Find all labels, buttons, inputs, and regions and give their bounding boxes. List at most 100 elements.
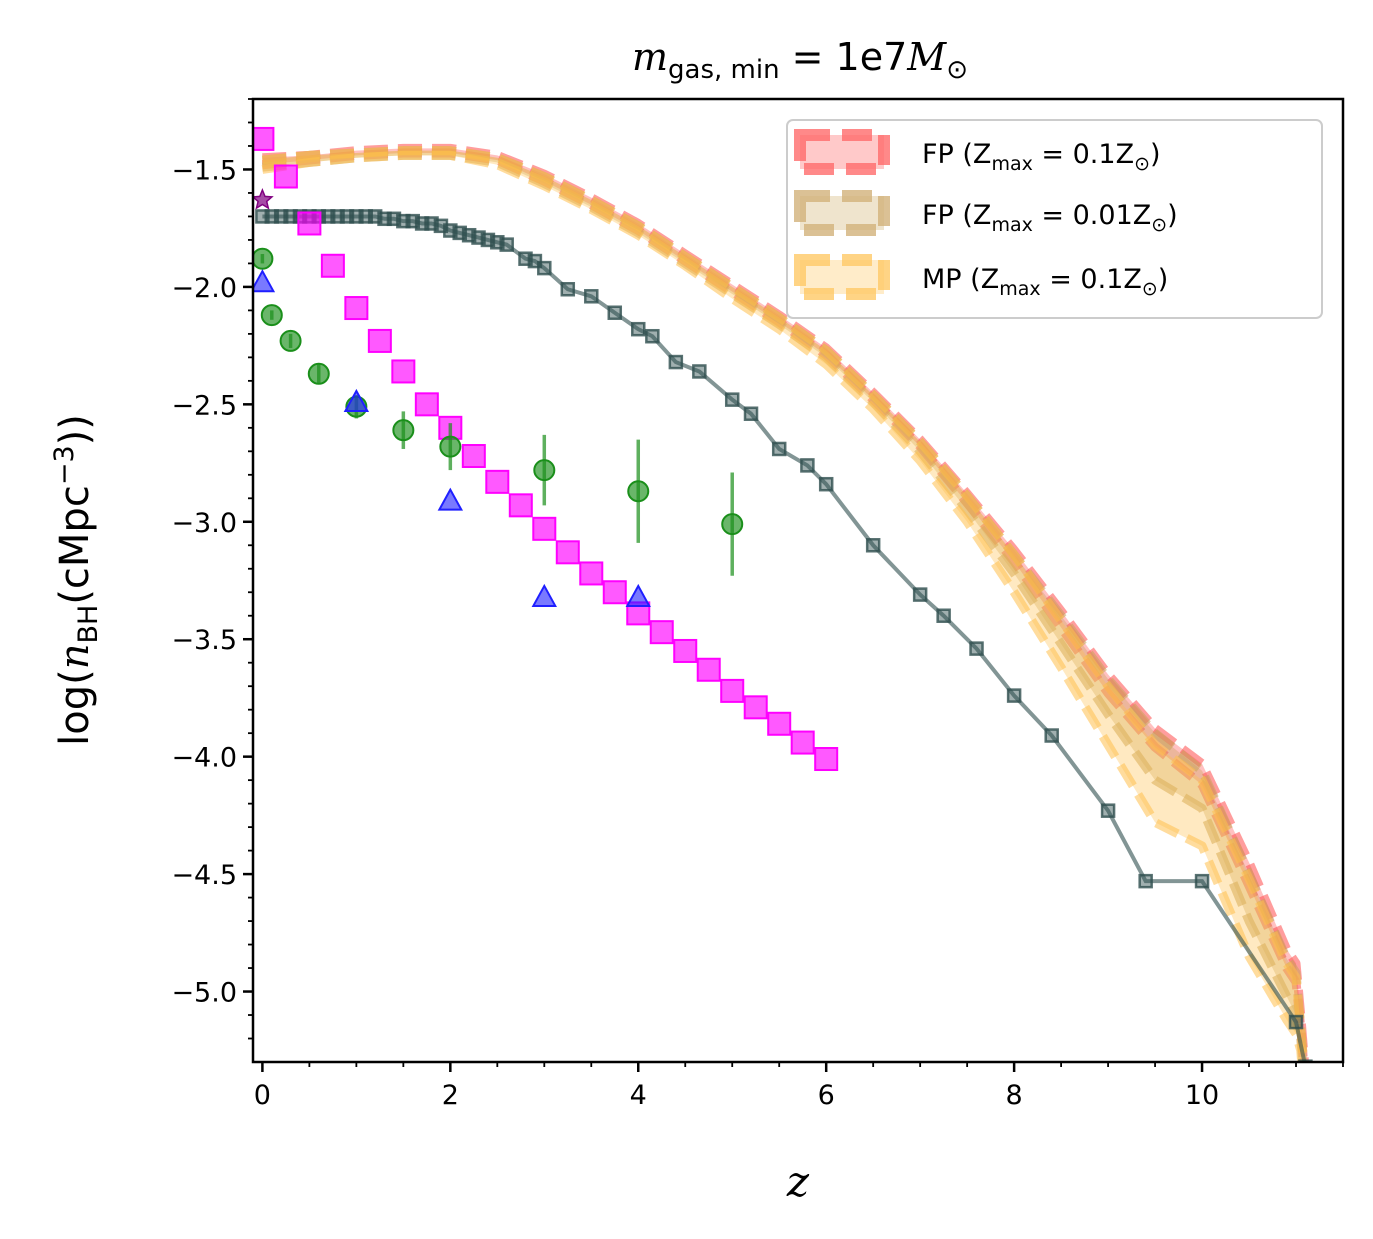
magenta-square-point bbox=[673, 638, 698, 663]
magenta-square-point bbox=[602, 580, 627, 605]
magenta-square-point bbox=[767, 711, 792, 736]
dark-square-point bbox=[560, 282, 576, 297]
dark-square-point bbox=[1100, 803, 1116, 818]
legend-frame bbox=[786, 119, 1323, 319]
magenta-square-point bbox=[579, 561, 604, 586]
x-tick-label: 0 bbox=[254, 1080, 271, 1111]
ylabel-sup: −3 bbox=[49, 445, 80, 485]
green-circle-point bbox=[307, 362, 330, 385]
magenta-square-point bbox=[696, 657, 721, 682]
magenta-square-point bbox=[720, 678, 745, 703]
green-circle-point bbox=[253, 247, 274, 270]
dark-series-line bbox=[262, 214, 1307, 1062]
magenta-square-point bbox=[461, 444, 486, 469]
legend-swatch-fp-01 bbox=[794, 129, 890, 175]
y-tick-label: −4.0 bbox=[171, 743, 237, 774]
y-tick-label: −4.5 bbox=[171, 860, 237, 891]
x-tick-label: 2 bbox=[442, 1080, 459, 1111]
magenta-square-point bbox=[414, 392, 439, 417]
dark-square-point bbox=[537, 260, 552, 276]
green-circle-point bbox=[627, 480, 650, 503]
magenta-square-point bbox=[814, 747, 839, 772]
ylabel-pre: log( bbox=[52, 669, 98, 746]
legend-label-fp-01: FP (Zmax = 0.1Z⊙) bbox=[922, 139, 1161, 175]
title-rest: = 1e7 bbox=[780, 35, 908, 79]
dark-square-point bbox=[912, 587, 928, 602]
ylabel-sub: BH bbox=[73, 605, 104, 644]
legend-label-mp-01: MP (Zmax = 0.1Z⊙) bbox=[922, 264, 1168, 300]
dark-square-point bbox=[969, 641, 984, 656]
x-tick-label: 10 bbox=[1185, 1080, 1219, 1111]
magenta-square-point bbox=[508, 493, 533, 518]
legend-label-fp-001: FP (Zmax = 0.01Z⊙) bbox=[922, 200, 1178, 236]
dark-square-point bbox=[499, 237, 514, 252]
y-tick-label: −2.0 bbox=[171, 273, 237, 304]
y-axis-label: log(nBH(cMpc−3)) bbox=[49, 414, 104, 746]
blue-triangle-point bbox=[437, 487, 464, 511]
dark-square-point bbox=[1194, 873, 1210, 889]
dark-square-point bbox=[1006, 688, 1022, 703]
ylabel-mid: (cMpc bbox=[52, 485, 98, 605]
magenta-square-point bbox=[297, 211, 322, 236]
x-tick-label: 8 bbox=[1006, 1080, 1023, 1111]
axes: 0 2 4 6 8 10 −1.5 −2.0 −2.5 −3.0 −3.5 −4.0 −4.5 −5.0 bbox=[171, 97, 1345, 1111]
band-1-lower-edge bbox=[261, 150, 1308, 1062]
dark-square-point bbox=[865, 538, 881, 553]
title-var: m bbox=[632, 35, 668, 79]
x-tick-label: 4 bbox=[630, 1080, 647, 1111]
blue-triangle-point bbox=[625, 583, 651, 607]
ylabel-post: )) bbox=[52, 414, 98, 445]
magenta-square-point bbox=[273, 164, 298, 189]
blue-triangle-point bbox=[343, 388, 370, 412]
dark-square-point bbox=[936, 608, 951, 623]
magenta-square-point bbox=[649, 620, 674, 645]
legend: FP (Zmax = 0.1Z⊙) FP (Zmax = 0.01Z⊙) MP … bbox=[786, 119, 1323, 319]
dark-square-point bbox=[771, 441, 787, 457]
y-tick-label: −1.5 bbox=[171, 155, 237, 186]
x-tick-label: 6 bbox=[818, 1080, 835, 1111]
dark-square-point bbox=[645, 328, 660, 344]
dark-square-point bbox=[668, 354, 684, 370]
x-axis-label: z bbox=[786, 1157, 810, 1206]
dark-square-point bbox=[1288, 1014, 1304, 1030]
magenta-square-point bbox=[391, 359, 416, 384]
legend-entry-fp-01: FP (Zmax = 0.1Z⊙) bbox=[794, 129, 1161, 175]
title-mvar: M bbox=[906, 35, 947, 79]
dark-square-point bbox=[724, 392, 740, 407]
magenta-square-point bbox=[367, 328, 392, 353]
magenta-square-point bbox=[532, 516, 557, 541]
band-2-upper-edge bbox=[261, 146, 1309, 1062]
chart-title: mgas, min = 1e7M⊙ bbox=[632, 35, 968, 85]
green-circle-point bbox=[279, 329, 302, 352]
axes-frame bbox=[251, 97, 1345, 1064]
title-sub: gas, min bbox=[668, 55, 780, 85]
green-circle-point bbox=[260, 304, 283, 327]
dark-square-point bbox=[1138, 873, 1153, 889]
y-tick-label: −2.5 bbox=[171, 390, 237, 421]
dark-square-point bbox=[800, 458, 815, 473]
dark-square-point bbox=[631, 321, 646, 337]
y-tick-label: −3.5 bbox=[171, 625, 237, 656]
dark-square-point bbox=[743, 406, 759, 421]
y-tick-label: −3.0 bbox=[171, 508, 237, 539]
green-circle-point bbox=[439, 435, 462, 458]
legend-entry-mp-01: MP (Zmax = 0.1Z⊙) bbox=[794, 254, 1168, 300]
green-circle-point bbox=[533, 459, 556, 482]
magenta-square-point bbox=[253, 126, 275, 151]
plot-content bbox=[253, 126, 1313, 1062]
dark-square-point bbox=[607, 305, 623, 320]
dark-square-point bbox=[692, 364, 707, 379]
ylabel-var: n bbox=[52, 644, 98, 670]
magenta-square-point bbox=[555, 540, 580, 565]
magenta-square-point bbox=[344, 296, 369, 321]
title-msub: ⊙ bbox=[946, 55, 968, 85]
dark-square-point bbox=[818, 476, 834, 492]
green-circle-point bbox=[721, 513, 744, 536]
blue-triangle-point bbox=[531, 583, 557, 607]
plot-area bbox=[253, 126, 1313, 1062]
magenta-square-point bbox=[320, 253, 345, 278]
y-tick-label: −5.0 bbox=[171, 978, 237, 1009]
purple-star-point bbox=[253, 188, 274, 210]
legend-swatch-fp-001 bbox=[794, 190, 890, 236]
